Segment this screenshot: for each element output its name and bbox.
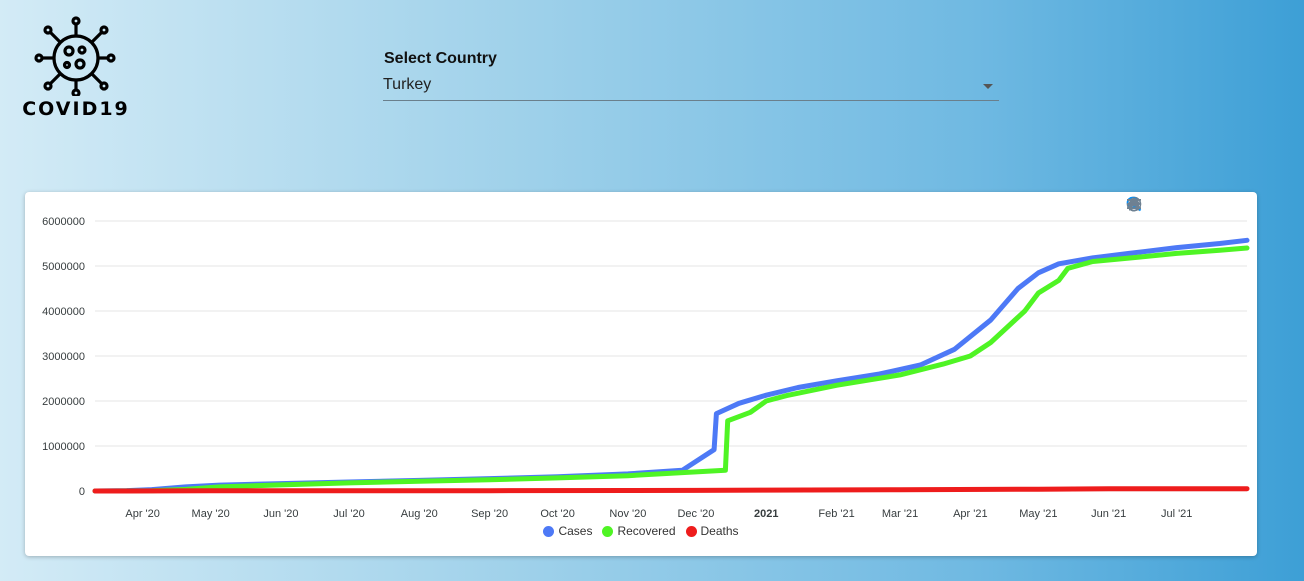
zoom-out-icon[interactable] — [1126, 196, 1165, 215]
x-tick-label: Apr '21 — [953, 508, 988, 520]
legend-item-deaths[interactable]: Deaths — [685, 524, 739, 538]
select-underline — [383, 100, 999, 101]
pan-hand-icon[interactable] — [1127, 197, 1207, 215]
x-tick-label: Oct '20 — [540, 508, 575, 520]
x-tick-label: Nov '20 — [609, 508, 646, 520]
x-tick-label: Apr '20 — [125, 508, 160, 520]
x-tick-label: Mar '21 — [882, 508, 918, 520]
country-select-value[interactable]: Turkey — [383, 76, 432, 93]
x-tick-label: Feb '21 — [818, 508, 854, 520]
menu-icon[interactable] — [1127, 197, 1249, 215]
y-tick-label: 0 — [79, 486, 85, 498]
x-tick-label: May '21 — [1019, 508, 1057, 520]
virus-icon — [34, 16, 116, 96]
x-tick-label: Dec '20 — [677, 508, 714, 520]
chart-toolbar — [1126, 196, 1249, 216]
chevron-down-icon[interactable] — [983, 84, 993, 89]
zoom-select-icon[interactable] — [1126, 196, 1186, 215]
x-tick-label: Sep '20 — [471, 508, 508, 520]
y-tick-label: 6000000 — [42, 216, 85, 228]
country-select[interactable]: Select Country Turkey — [383, 48, 999, 102]
legend-label-recovered: Recovered — [617, 524, 676, 538]
x-tick-label: Jul '21 — [1161, 508, 1192, 520]
legend-label-cases: Cases — [558, 524, 593, 538]
legend-item-cases[interactable]: Cases — [543, 524, 592, 538]
x-tick-label: Aug '20 — [401, 508, 438, 520]
legend-marker-cases — [543, 525, 555, 537]
x-tick-label: Jun '21 — [1091, 508, 1126, 520]
legend-marker-recovered — [602, 525, 614, 537]
y-tick-label: 5000000 — [42, 261, 85, 273]
home-reset-icon[interactable] — [1127, 197, 1228, 215]
legend-label-deaths: Deaths — [700, 524, 739, 538]
country-select-label: Select Country — [384, 50, 497, 67]
y-tick-label: 4000000 — [42, 306, 85, 318]
legend-marker-deaths — [685, 525, 697, 537]
y-tick-label: 1000000 — [42, 441, 85, 453]
x-tick-label: May '20 — [192, 508, 230, 520]
logo: COVID19 — [22, 14, 130, 124]
x-tick-label: Jun '20 — [263, 508, 298, 520]
logo-text: COVID19 — [22, 98, 130, 120]
line-chart[interactable]: 0 1000000 2000000 3000000 4000000 5000000 6000… — [25, 192, 1257, 556]
series-line-deaths — [92, 486, 1250, 494]
legend-item-recovered[interactable]: Recovered — [602, 524, 676, 538]
chart-legend: Cases Recovered Deaths — [25, 524, 1257, 538]
chart-card: 0 1000000 2000000 3000000 4000000 5000000 6000… — [25, 192, 1257, 556]
x-tick-label: 2021 — [754, 508, 778, 520]
y-tick-label: 3000000 — [42, 351, 85, 363]
y-tick-label: 2000000 — [42, 396, 85, 408]
series-line-cases — [92, 237, 1250, 494]
series-line-recovered — [92, 245, 1250, 494]
x-tick-label: Jul '20 — [333, 508, 364, 520]
